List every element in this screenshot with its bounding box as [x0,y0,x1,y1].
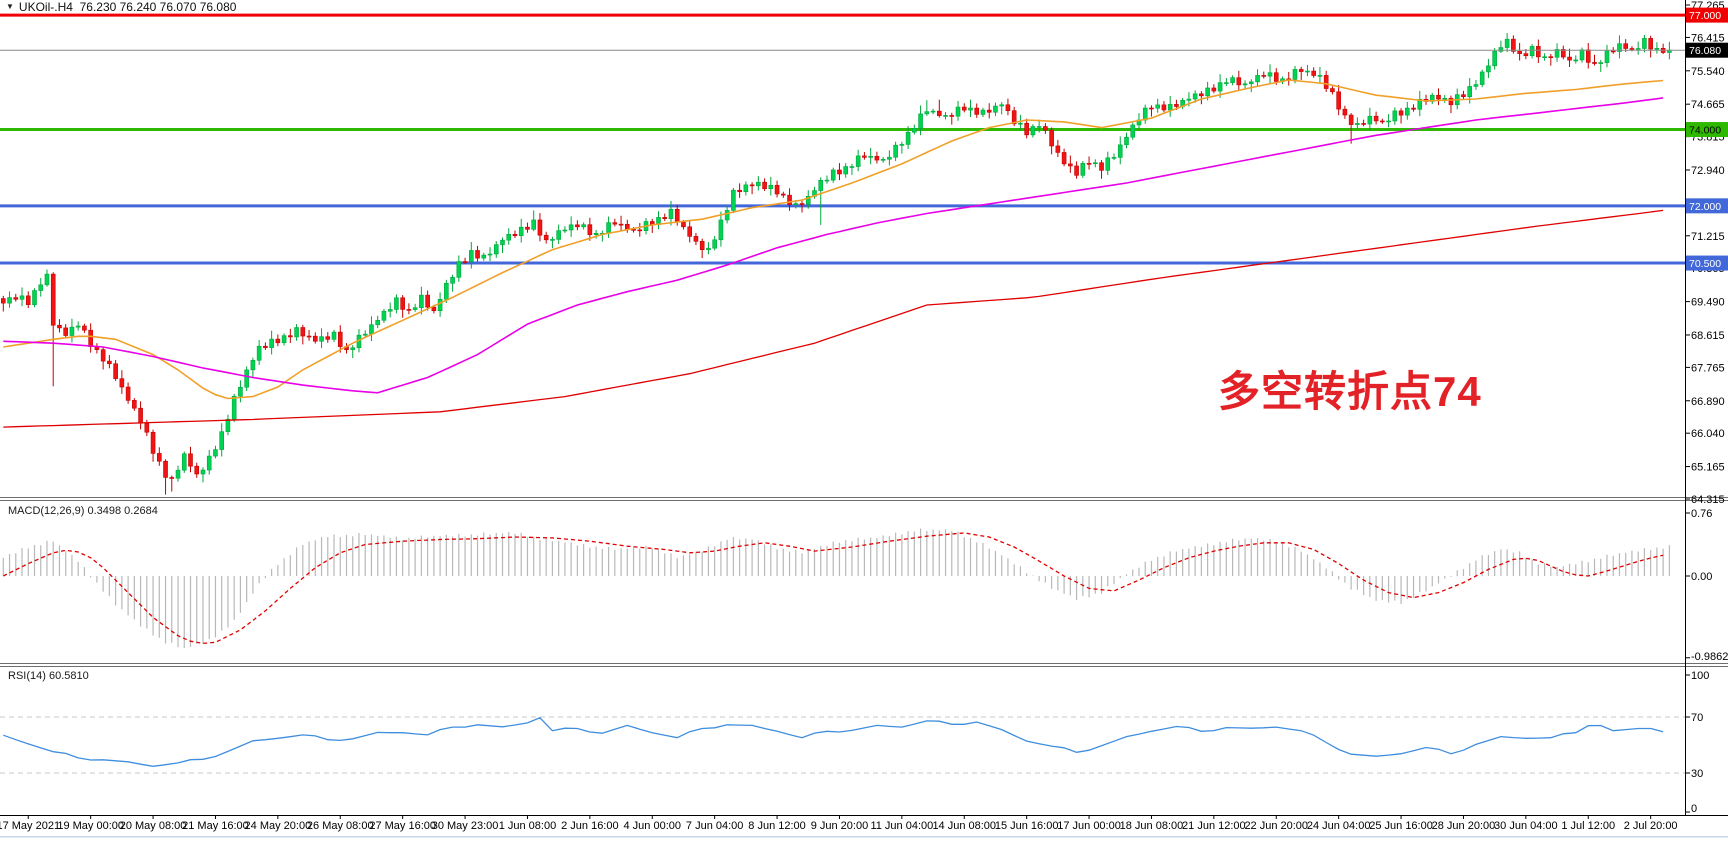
macd-tick-label: 0.00 [1691,571,1712,583]
time-tick-label: 1 Jun 08:00 [499,820,557,832]
ma-slow-line [3,209,1664,428]
time-tick-label: 11 Jun 04:00 [870,820,933,832]
panel-separators[interactable] [0,497,1728,667]
svg-text:74.000: 74.000 [1689,125,1721,137]
time-tick-label: 17 Jun 00:00 [1057,820,1121,832]
time-tick-label: 20 May 08:00 [120,820,187,832]
svg-text:72.000: 72.000 [1689,201,1721,213]
price-tick-label: 76.415 [1691,32,1725,44]
symbol-dropdown-icon[interactable]: ▼ [6,2,14,11]
time-tick-label: 28 Jun 20:00 [1432,820,1496,832]
time-tick-label: 21 May 16:00 [182,820,249,832]
macd-signal-line [3,532,1664,645]
rsi-line [3,717,1664,767]
time-tick-label: 1 Jul 12:00 [1561,820,1615,832]
time-tick-label: 17 May 2021 [0,820,60,832]
time-tick-label: 2 Jul 20:00 [1624,820,1678,832]
macd-tick-label: 0.76 [1691,508,1712,520]
time-tick-label: 9 Jun 20:00 [811,820,869,832]
window-bottom-divider [0,836,1728,838]
macd-tick-label: -0.9862 [1691,651,1728,663]
svg-text:70.500: 70.500 [1689,258,1721,270]
time-tick-label: 30 May 23:00 [432,820,499,832]
time-tick-label: 18 Jun 08:00 [1120,820,1184,832]
price-tick-label: 66.040 [1691,428,1725,440]
time-tick-label: 8 Jun 12:00 [748,820,806,832]
price-tick-label: 69.490 [1691,297,1725,309]
level-badge [1686,7,1728,23]
price-tick-label: 71.215 [1691,231,1725,243]
level-badge [1686,255,1728,271]
macd-indicator-label: MACD(12,26,9) 0.3498 0.2684 [8,505,158,517]
time-tick-label: 2 Jun 16:00 [561,820,619,832]
rsi-tick-label: 0 [1691,803,1697,815]
macd-panel [2,528,1670,649]
ma-fast-line [3,79,1664,400]
price-tick-label: 75.540 [1691,66,1725,78]
price-tick-label: 66.890 [1691,396,1725,408]
time-tick-label: 22 Jun 20:00 [1244,820,1308,832]
time-tick-label: 21 Jun 12:00 [1182,820,1246,832]
price-tick-label: 74.665 [1691,99,1725,111]
level-badge [1686,122,1728,138]
price-tick-label: 67.765 [1691,362,1725,374]
price-tick-label: 65.165 [1691,462,1725,474]
ma-mid-line [3,97,1664,394]
rsi-tick-label: 70 [1691,712,1703,724]
time-tick-label: 30 Jun 04:00 [1494,820,1558,832]
time-tick-label: 7 Jun 04:00 [686,820,744,832]
svg-text:77.000: 77.000 [1689,10,1721,22]
price-tick-label: 68.615 [1691,330,1725,342]
rsi-tick-label: 100 [1691,670,1709,682]
time-tick-label: 25 Jun 16:00 [1369,820,1433,832]
time-tick-label: 4 Jun 00:00 [624,820,682,832]
rsi-tick-label: 30 [1691,768,1703,780]
level-badge [1686,198,1728,214]
time-tick-label: 24 Jun 04:00 [1307,820,1371,832]
time-tick-label: 14 Jun 08:00 [932,820,996,832]
time-tick-label: 27 May 16:00 [369,820,436,832]
time-tick-label: 24 May 20:00 [245,820,312,832]
time-tick-label: 26 May 08:00 [307,820,374,832]
rsi-indicator-label: RSI(14) 60.5810 [8,670,89,682]
svg-text:76.080: 76.080 [1689,45,1721,57]
rsi-panel [0,716,1685,774]
price-level-lines [0,13,1685,265]
price-badges: 77.000 74.000 72.000 70.500 76.080 [1686,7,1728,271]
price-tick-label: 64.315 [1691,494,1725,506]
time-tick-label: 19 May 00:00 [57,820,124,832]
time-tick-label: 15 Jun 16:00 [995,820,1059,832]
price-tick-label: 72.940 [1691,165,1725,177]
chart-title-bar: ▼ UKOil-.H4 76.230 76.240 76.070 76.080 [6,0,237,14]
chart-text-annotation: 多空转折点74 [1218,368,1482,415]
last-price-badge [1686,42,1728,58]
chart-title: UKOil-.H4 76.230 76.240 76.070 76.080 [18,0,237,14]
